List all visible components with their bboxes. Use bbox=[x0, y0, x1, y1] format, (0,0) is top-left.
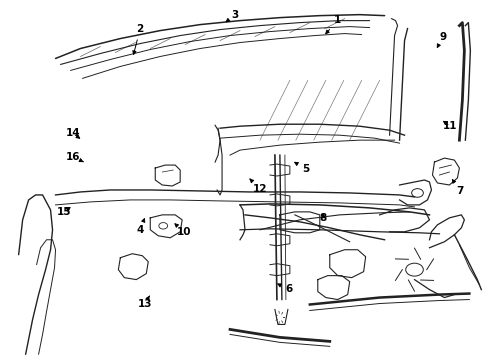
Text: 4: 4 bbox=[136, 219, 145, 235]
Text: 7: 7 bbox=[452, 180, 464, 196]
Text: 5: 5 bbox=[294, 162, 310, 174]
Text: 14: 14 bbox=[66, 129, 80, 138]
Text: 13: 13 bbox=[138, 296, 152, 309]
Text: 11: 11 bbox=[443, 121, 458, 131]
Text: 6: 6 bbox=[278, 284, 293, 294]
Text: 16: 16 bbox=[66, 152, 83, 162]
Text: 15: 15 bbox=[57, 207, 72, 217]
Text: 8: 8 bbox=[319, 213, 327, 222]
Text: 3: 3 bbox=[226, 10, 239, 22]
Text: 12: 12 bbox=[250, 179, 267, 194]
Text: 10: 10 bbox=[175, 224, 191, 237]
Text: 2: 2 bbox=[133, 24, 144, 54]
Text: 1: 1 bbox=[326, 15, 342, 34]
Text: 9: 9 bbox=[437, 32, 446, 48]
